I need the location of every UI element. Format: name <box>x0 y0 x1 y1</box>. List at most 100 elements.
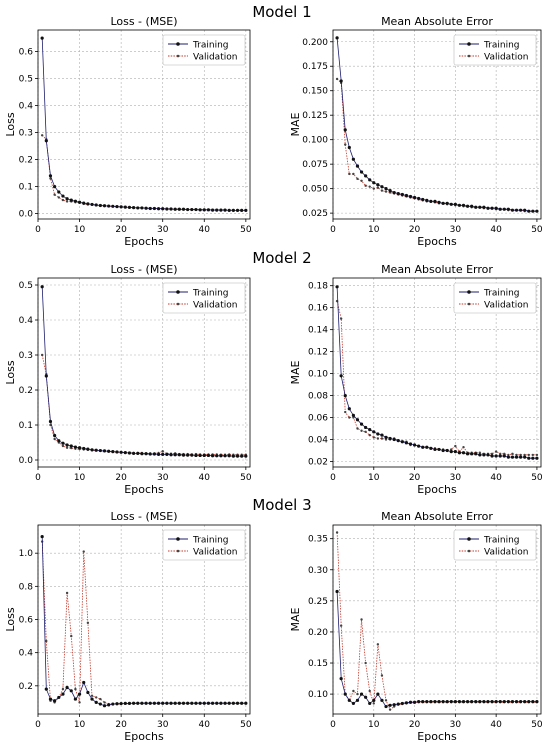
data-point-training <box>461 203 466 207</box>
data-point-validation <box>384 699 388 702</box>
chart-3: 0 10 20 30 40 50 0.0 0.1 0.2 0.3 0.4 0.5 Loss - (MSE… <box>4 263 252 496</box>
series-validation-line <box>336 78 537 212</box>
y-axis-label: Loss <box>4 112 17 136</box>
data-point-training <box>347 407 351 411</box>
data-point-validation <box>335 531 339 534</box>
data-point-training <box>127 205 132 209</box>
data-point-training <box>198 701 202 705</box>
legend-label-training: Training <box>483 41 520 51</box>
y-tick-label: 0.2 <box>19 682 33 692</box>
data-point-training <box>470 699 474 704</box>
data-point-training <box>206 208 211 212</box>
data-point-training <box>69 444 73 448</box>
data-point-training <box>111 450 115 454</box>
axes-frame <box>332 524 542 715</box>
x-tick-label: 50 <box>240 720 252 730</box>
data-point-training <box>44 687 48 691</box>
data-point-training <box>65 443 69 447</box>
data-point-validation <box>360 618 363 621</box>
data-point-training <box>156 701 161 705</box>
data-point-training <box>478 699 482 704</box>
data-point-validation <box>94 696 98 699</box>
data-point-training <box>445 699 449 704</box>
y-tick-label: 0.150 <box>302 87 328 97</box>
y-tick-label: 0.02 <box>308 458 328 468</box>
data-point-training <box>90 697 94 701</box>
data-point-training <box>429 699 433 704</box>
data-point-training <box>408 194 413 199</box>
legend: Training Validation <box>162 34 246 66</box>
y-tick-label: 0.10 <box>308 370 328 380</box>
x-tick-label: 40 <box>199 473 211 483</box>
data-point-training <box>482 453 486 457</box>
data-point-training <box>53 185 57 189</box>
data-point-training <box>136 701 140 705</box>
data-point-validation <box>339 317 343 320</box>
data-point-validation <box>380 437 384 440</box>
data-point-training <box>376 692 380 696</box>
data-point-training <box>244 208 248 212</box>
data-point-training <box>531 699 535 704</box>
legend: Training Validation <box>162 282 246 314</box>
data-point-training <box>404 701 409 705</box>
data-point-training <box>490 206 494 210</box>
data-point-training <box>494 454 498 458</box>
data-point-validation <box>535 453 539 457</box>
data-point-training <box>132 451 136 455</box>
data-point-validation <box>531 453 535 457</box>
data-point-validation <box>82 550 85 553</box>
legend-marker-training <box>176 290 180 294</box>
y-tick-label: 0.6 <box>19 48 34 58</box>
data-point-training <box>148 206 152 211</box>
data-point-training <box>127 701 132 705</box>
data-point-training <box>355 418 360 422</box>
chart-4: 0 10 20 30 40 50 0.02 0.04 0.06 0.08 0.10 0.12 0.14 0… <box>289 263 543 496</box>
data-point-training <box>437 699 441 704</box>
data-point-training <box>144 701 148 705</box>
data-point-training <box>57 190 61 194</box>
legend-label-validation: Validation <box>484 301 528 311</box>
legend-marker-validation <box>176 302 180 306</box>
data-point-validation <box>103 701 106 704</box>
data-point-training <box>202 701 206 705</box>
data-point-training <box>404 193 409 198</box>
data-point-training <box>65 197 69 201</box>
data-point-validation <box>503 452 506 456</box>
data-point-validation <box>372 702 375 705</box>
data-point-training <box>165 452 169 456</box>
data-point-validation <box>376 643 380 646</box>
data-point-training <box>380 433 384 437</box>
data-point-training <box>219 701 223 705</box>
legend-label-training: Training <box>192 536 229 546</box>
data-point-training <box>44 374 48 378</box>
data-point-validation <box>364 430 367 434</box>
x-tick-label: 20 <box>115 720 127 730</box>
charts: 0 10 20 30 40 50 0.0 0.1 0.2 0.3 0.4 0.5 0.6 Loss - (… <box>4 15 543 743</box>
y-tick-label: 0.12 <box>308 348 328 358</box>
y-tick-label: 0.1 <box>19 421 33 431</box>
x-tick-label: 20 <box>115 473 127 483</box>
data-point-validation <box>364 661 367 665</box>
data-point-training <box>441 699 445 704</box>
x-tick-label: 40 <box>199 225 211 235</box>
data-point-training <box>73 697 78 701</box>
data-point-training <box>445 201 449 205</box>
legend-label-validation: Validation <box>484 53 528 63</box>
data-point-training <box>498 454 502 458</box>
data-point-training <box>69 198 73 202</box>
data-point-training <box>161 701 165 705</box>
data-point-training <box>429 446 433 450</box>
data-point-training <box>235 701 240 705</box>
data-point-training <box>136 206 140 210</box>
y-tick-label: 0.125 <box>302 111 328 121</box>
x-tick-label: 10 <box>74 473 86 483</box>
data-point-training <box>506 699 510 704</box>
data-point-training <box>364 695 368 699</box>
data-point-training <box>144 452 148 456</box>
data-point-training <box>502 454 506 458</box>
data-point-validation <box>523 453 526 457</box>
y-tick-label: 0.08 <box>308 392 328 402</box>
data-point-training <box>244 701 248 705</box>
data-point-training <box>474 699 478 704</box>
data-point-training <box>53 433 57 438</box>
